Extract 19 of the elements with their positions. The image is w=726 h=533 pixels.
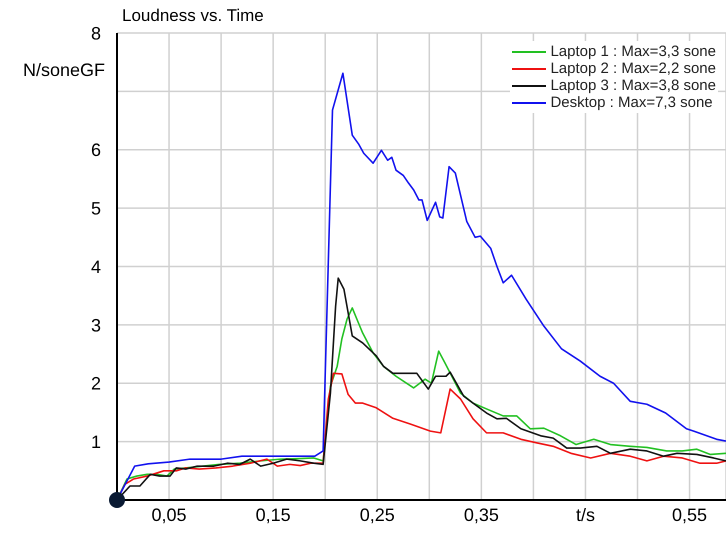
x-tick-label: 0,15 <box>256 504 291 525</box>
y-tick-label: 1 <box>90 432 101 452</box>
legend-label: Laptop 2 : Max=2,2 sone <box>550 60 716 77</box>
legend-label: Laptop 1 : Max=3,3 sone <box>550 43 716 60</box>
y-tick-label: 3 <box>90 315 101 336</box>
y-tick-label: 6 <box>90 140 101 160</box>
legend-label: Desktop : Max=7,3 sone <box>550 94 713 111</box>
x-tick-label: 0,35 <box>464 504 499 525</box>
x-tick-label: 0,05 <box>152 504 187 525</box>
y-tick-label: 2 <box>90 374 101 394</box>
x-tick-label: 0,55 <box>672 504 708 525</box>
legend-label: Laptop 3 : Max=3,8 sone <box>550 77 716 94</box>
x-tick-label: t/s <box>576 504 595 525</box>
y-axis-title: N/soneGF <box>22 60 105 81</box>
y-tick-label: 8 <box>90 23 101 44</box>
chart-title: Loudness vs. Time <box>122 6 264 26</box>
y-tick-label: 5 <box>90 198 101 219</box>
x-tick-label: 0,25 <box>360 504 395 525</box>
y-tick-label: 4 <box>90 256 101 277</box>
